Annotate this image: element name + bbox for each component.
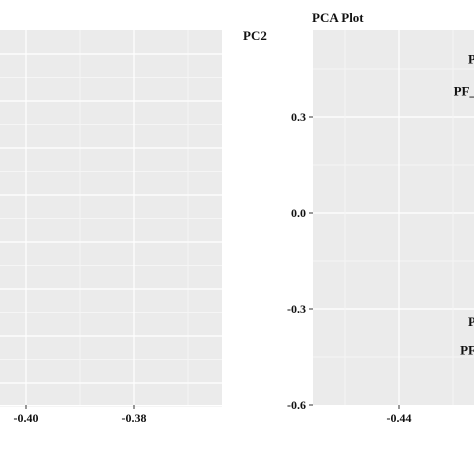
left-plot-background (0, 30, 222, 405)
right-y-tick-label: -0.6 (287, 398, 306, 412)
right-point-labels: P PF_ P PF (454, 51, 474, 357)
left-gridlines (0, 30, 222, 407)
right-gridlines (313, 30, 474, 405)
right-y-tick-label: -0.3 (287, 302, 306, 316)
left-x-ticks: -0.40 -0.38 (14, 405, 147, 425)
right-x-ticks: -0.44 (387, 405, 412, 425)
right-y-axis-label: PC2 (243, 28, 267, 43)
right-chart-title: PCA Plot (312, 10, 364, 25)
right-y-tick-label: 0.3 (291, 110, 306, 124)
right-x-tick-label: -0.44 (387, 411, 412, 425)
left-x-tick-label: -0.40 (14, 411, 39, 425)
point-label: P (468, 51, 474, 66)
right-y-tick-label: 0.0 (291, 206, 306, 220)
right-y-ticks: 0.3 0.0 -0.3 -0.6 (287, 110, 313, 412)
right-plot-background (313, 30, 474, 405)
left-x-tick-label: -0.38 (122, 411, 147, 425)
right-panel: PCA Plot PC2 0.30.0-0.3-0.6 -0.44 PPF_PP… (243, 10, 474, 425)
point-label: P (468, 314, 474, 329)
left-panel: -0.40 -0.38 (0, 30, 222, 425)
point-label: PF_ (454, 83, 474, 98)
point-label: PF (460, 343, 474, 358)
